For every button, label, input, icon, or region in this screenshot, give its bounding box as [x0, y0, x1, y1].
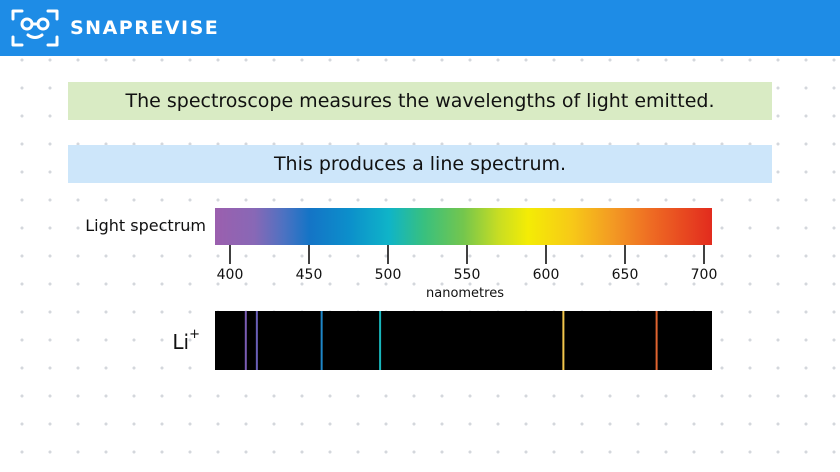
light-spectrum-label: Light spectrum [85, 216, 206, 235]
line-spectrum-panel [215, 311, 712, 370]
light-spectrum-bar [215, 208, 712, 245]
axis-tick-label: 600 [533, 267, 560, 283]
element-symbol: Li [172, 330, 190, 354]
line-spectrum-background [215, 311, 712, 370]
result-banner-text: This produces a line spectrum. [273, 153, 567, 175]
element-label: Li+ [150, 327, 200, 354]
brand-name: SNAPREVISE [70, 17, 220, 39]
robot-face-icon [11, 9, 59, 47]
element-charge: + [189, 327, 200, 343]
axis-tick-label: 550 [454, 267, 481, 283]
axis-tick-label: 650 [612, 267, 639, 283]
result-banner: This produces a line spectrum. [68, 145, 772, 183]
axis-tick-label: 450 [296, 267, 323, 283]
measure-banner-text: The spectroscope measures the wavelength… [125, 90, 715, 112]
header-bar: SNAPREVISE [0, 0, 840, 56]
axis-unit-label: nanometres [426, 286, 504, 301]
axis-tick-label: 500 [375, 267, 402, 283]
axis-tick-label: 700 [691, 267, 718, 283]
axis-tick-label: 400 [217, 267, 244, 283]
measure-banner: The spectroscope measures the wavelength… [68, 82, 772, 120]
